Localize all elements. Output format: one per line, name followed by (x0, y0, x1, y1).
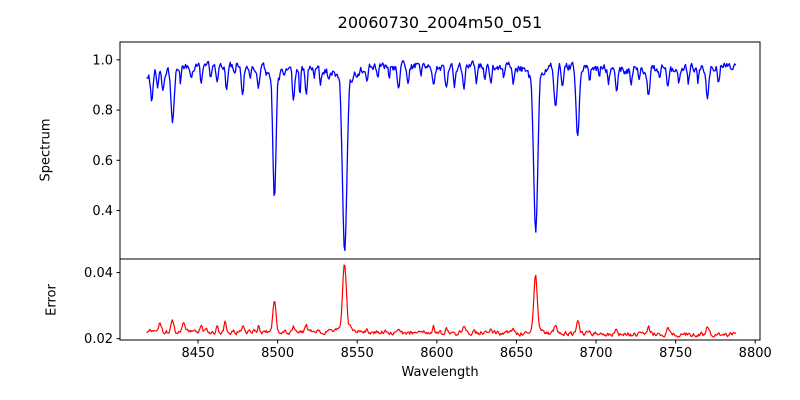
error-y-axis-ticks: 0.02 0.04 (84, 266, 120, 347)
x-tick-label: 8650 (500, 346, 533, 361)
x-tick-label: 8800 (739, 346, 772, 361)
y-axis-label-error: Error (44, 284, 60, 316)
spectrum-y-axis-ticks: 0.4 0.6 0.8 1.0 (92, 53, 120, 219)
spectrum-series (146, 59, 737, 252)
error-panel-frame (119, 258, 761, 341)
x-axis-label: Wavelength (401, 365, 479, 380)
x-tick-label: 8450 (181, 346, 214, 361)
x-axis-ticks: 8450 8500 8550 8600 8650 8700 8750 8800 (181, 340, 772, 361)
y-tick-label: 0.8 (92, 104, 113, 119)
x-tick-label: 8600 (420, 346, 453, 361)
x-tick-label: 8500 (261, 346, 294, 361)
y-axis-label-spectrum: Spectrum (38, 118, 54, 182)
x-tick-label: 8750 (659, 346, 692, 361)
y-tick-label: 1.0 (92, 53, 113, 68)
chart-title: 20060730_2004m50_051 (337, 13, 543, 32)
x-tick-label: 8700 (579, 346, 612, 361)
x-tick-label: 8550 (341, 346, 374, 361)
error-series (146, 264, 737, 338)
y-tick-label: 0.02 (84, 332, 113, 347)
y-tick-label: 0.04 (84, 266, 113, 281)
y-tick-label: 0.4 (92, 204, 113, 219)
y-tick-label: 0.6 (92, 154, 113, 169)
